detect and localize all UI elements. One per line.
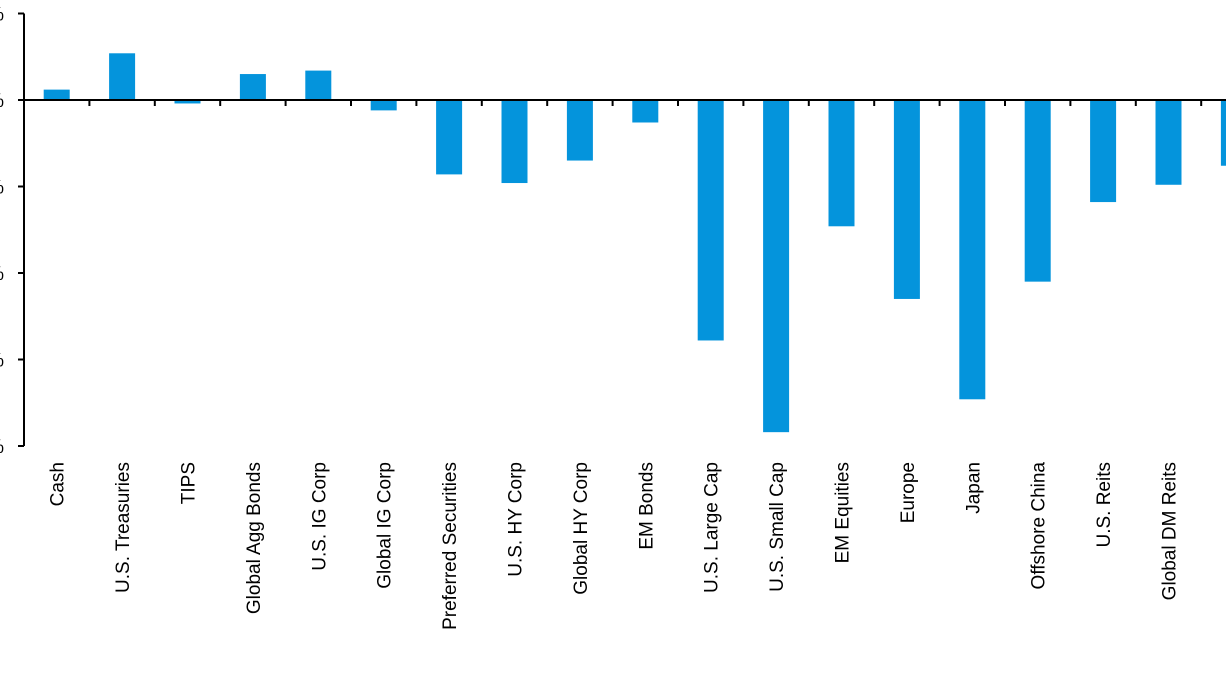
x-tick-label: Cash xyxy=(48,462,69,506)
x-tick-label: EM Equities xyxy=(833,462,854,563)
bar-em-bonds xyxy=(632,100,659,123)
bar-cash xyxy=(43,89,70,100)
y-axis-ticks: %%%%%% xyxy=(0,5,24,458)
x-tick-label: U.S. Treasuries xyxy=(113,462,134,593)
x-tick-label: Global DM Reits xyxy=(1160,462,1181,600)
bar-em-equities xyxy=(828,100,855,227)
bar-u-s-reits xyxy=(1090,100,1117,203)
x-tick-label: Global HY Corp xyxy=(571,462,592,595)
bar-europe xyxy=(893,100,920,299)
x-tick-label: U.S. HY Corp xyxy=(506,462,527,577)
bar-u-s-large-cap xyxy=(697,100,724,341)
x-tick-label: Global Agg Bonds xyxy=(244,462,265,614)
bar-tips xyxy=(174,100,201,104)
y-tick-label: % xyxy=(0,5,4,26)
x-tick-label: EM Bonds xyxy=(636,462,657,550)
y-tick-label: % xyxy=(0,437,4,458)
x-tick-label: U.S. Reits xyxy=(1094,462,1115,548)
bar-global-ig-corp xyxy=(370,100,397,111)
bar-u-s-small-cap xyxy=(763,100,790,433)
x-tick-label: U.S. IG Corp xyxy=(309,462,330,571)
bar-offshore-china xyxy=(1024,100,1051,282)
x-tick-label: Preferred Securities xyxy=(440,462,461,630)
x-tick-label: Gov Global Infra xyxy=(1225,462,1226,601)
y-tick-label: % xyxy=(0,264,4,285)
x-tick-label: Global IG Corp xyxy=(375,462,396,589)
y-tick-label: % xyxy=(0,91,4,112)
bar-global-dm-reits xyxy=(1155,100,1182,185)
x-tick-label: Europe xyxy=(898,462,919,523)
x-tick-label: Japan xyxy=(963,462,984,514)
bar-global-agg-bonds xyxy=(239,74,266,100)
category-labels: Cash U.S. Treasuries TIPS Global Agg Bonds U… xyxy=(48,462,1226,630)
bars xyxy=(43,53,1226,433)
bar-global-hy-corp xyxy=(566,100,593,161)
y-tick-label: % xyxy=(0,178,4,199)
x-tick-label: Offshore China xyxy=(1029,462,1050,590)
bar-japan xyxy=(959,100,986,400)
x-axis-ticks xyxy=(88,100,1203,106)
bar-u-s-ig-corp xyxy=(305,70,332,100)
bar-u-s-hy-corp xyxy=(501,100,528,184)
bar-gov-global-infra xyxy=(1220,100,1226,166)
x-tick-label: TIPS xyxy=(179,462,200,504)
x-tick-label: U.S. Small Cap xyxy=(767,462,788,592)
bar-u-s-treasuries xyxy=(109,53,136,100)
bar-preferred-securities xyxy=(436,100,463,175)
y-tick-label: % xyxy=(0,351,4,372)
x-tick-label: U.S. Large Cap xyxy=(702,462,723,593)
